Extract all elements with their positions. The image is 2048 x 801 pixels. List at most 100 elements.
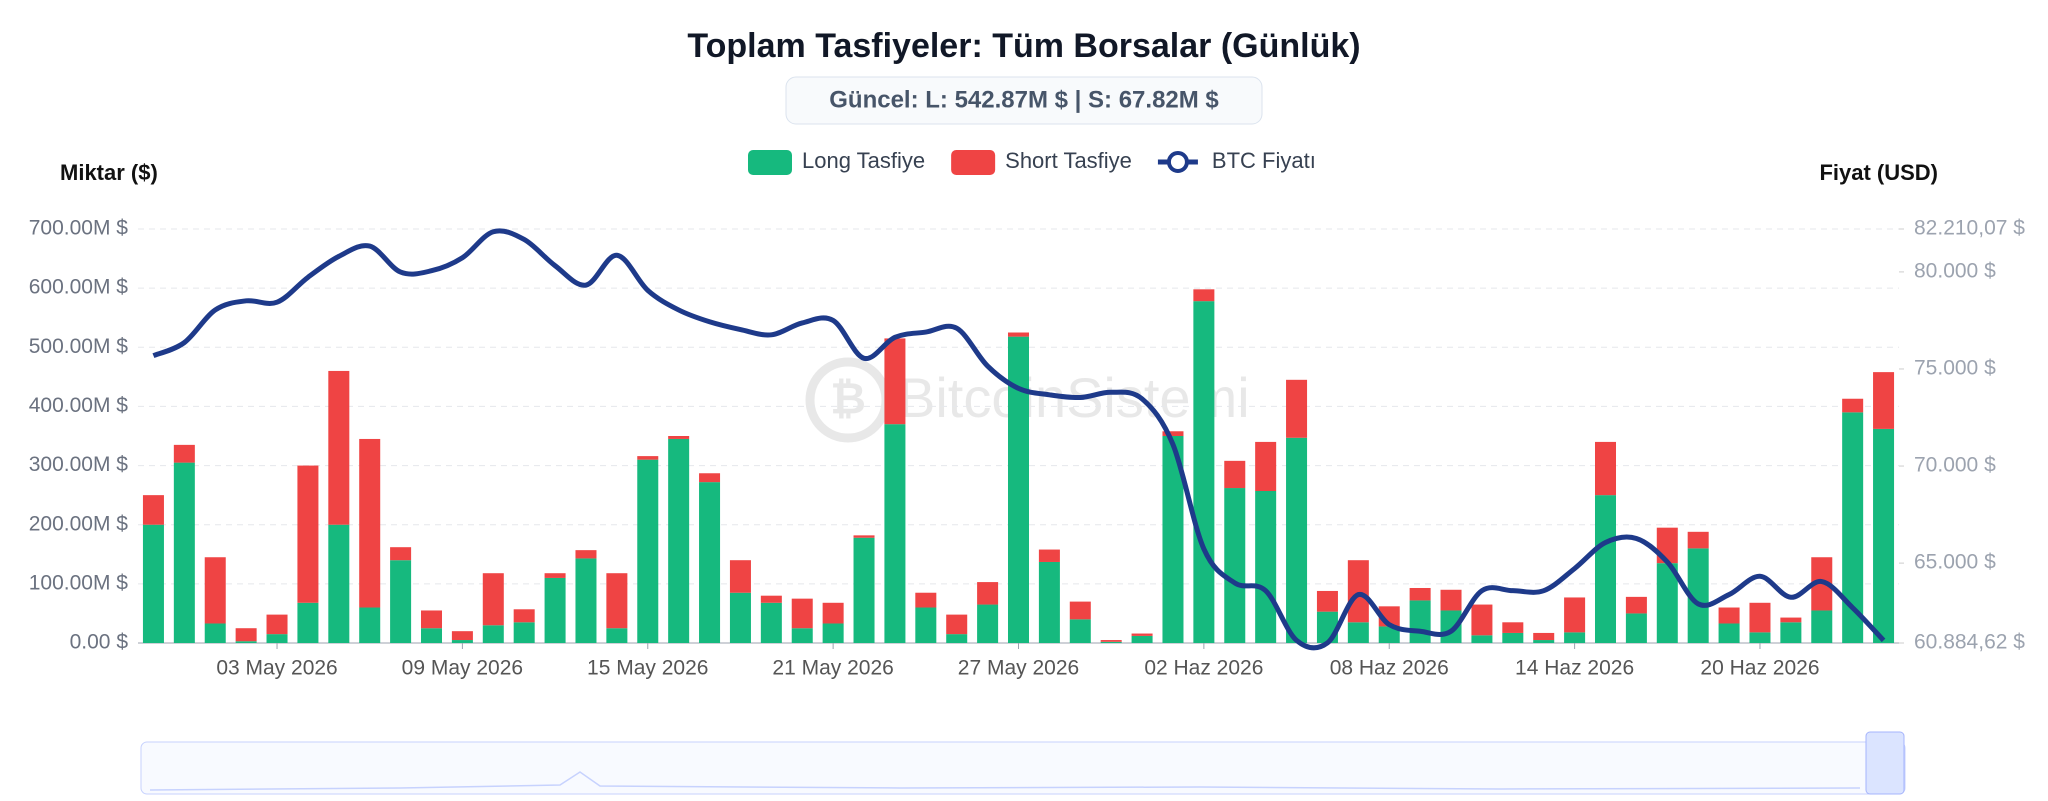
bar-segment <box>359 438 381 608</box>
bar-segment <box>760 602 782 643</box>
bar-segment <box>1780 617 1802 623</box>
bar-segment <box>513 622 535 643</box>
bar-segment <box>1749 632 1771 643</box>
y2-tick-label: 80.000 $ <box>1914 259 1996 282</box>
y-tick-label: 100.00M $ <box>29 571 129 594</box>
bar-segment <box>915 592 937 608</box>
bar-segment <box>699 482 721 643</box>
bar-segment <box>173 462 195 643</box>
bar-segment <box>791 628 813 643</box>
legend-marker <box>1166 151 1189 173</box>
bar-segment <box>204 557 226 624</box>
bar-segment <box>204 623 226 643</box>
bar-segment <box>699 473 721 483</box>
x-tick-label: 15 May 2026 <box>587 657 708 680</box>
bar-segment <box>1131 633 1153 636</box>
bar-segment <box>1811 610 1833 643</box>
y2-tick-label: 60.884,62 $ <box>1914 631 2025 654</box>
navigator-handle[interactable] <box>1865 731 1905 795</box>
bar-segment <box>328 370 350 525</box>
x-tick-label: 27 May 2026 <box>958 657 1079 680</box>
y-tick-label: 0.00 $ <box>70 631 129 654</box>
y-tick-label: 300.00M $ <box>29 453 129 476</box>
y2-tick-label: 82.210,07 $ <box>1914 217 2025 240</box>
bar-segment <box>1255 441 1277 492</box>
bar-segment <box>1409 587 1431 601</box>
bar-segment <box>1069 619 1091 643</box>
bar-segment <box>1007 332 1030 337</box>
bar-segment <box>1038 549 1060 562</box>
bar-segment <box>1224 488 1246 643</box>
bar-segment <box>884 338 906 425</box>
bar-segment <box>668 438 690 643</box>
bar-segment <box>1255 491 1277 643</box>
bar-segment <box>1471 604 1493 636</box>
legend-label: BTC Fiyatı <box>1212 148 1316 173</box>
bar-segment <box>729 592 751 643</box>
bar-segment <box>1625 613 1647 643</box>
bar-segment <box>1440 589 1462 611</box>
bar-segment <box>853 535 875 538</box>
watermark: ₿ BitcoinSistemi <box>805 357 1250 443</box>
y-tick-label: 600.00M $ <box>29 276 129 299</box>
bar-segment <box>946 614 968 635</box>
bar-segment <box>173 444 195 463</box>
bar-segment <box>977 604 999 643</box>
bar-segment <box>1502 622 1524 633</box>
bar-segment <box>1069 601 1091 620</box>
bar-segment <box>1594 441 1617 496</box>
bar-segment <box>235 641 257 643</box>
bar-segment <box>977 582 999 605</box>
navigator[interactable] <box>140 741 1906 795</box>
y2-axis-title: Fiyat (USD) <box>1819 160 1938 185</box>
bar-segment <box>915 607 937 643</box>
bar-segment <box>266 634 288 643</box>
y2-tick-label: 65.000 $ <box>1914 551 1996 574</box>
bar-segment <box>946 634 968 643</box>
navigator-preview <box>149 771 1861 791</box>
bar-segment <box>884 424 906 643</box>
y2-tick-label: 75.000 $ <box>1914 357 1996 380</box>
bar-segment <box>1502 632 1524 643</box>
x-tick-label: 21 May 2026 <box>772 657 893 680</box>
legend-label: Long Tasfiye <box>802 148 925 173</box>
bar-segment <box>760 595 782 603</box>
bar-segment <box>1007 336 1030 643</box>
bar-segment <box>266 614 288 635</box>
bar-segment <box>297 602 319 643</box>
y2-tick-label: 70.000 $ <box>1914 454 1996 477</box>
x-tick-label: 09 May 2026 <box>402 657 523 680</box>
y-tick-label: 700.00M $ <box>29 217 129 240</box>
x-tick-label: 14 Haz 2026 <box>1515 657 1634 680</box>
bar-segment <box>575 558 597 643</box>
bar-segment <box>1594 495 1617 643</box>
bar-segment <box>1718 607 1740 624</box>
bar-segment <box>1625 596 1647 614</box>
bar-segment <box>637 456 659 460</box>
bar-segment <box>791 598 813 629</box>
y-tick-label: 200.00M $ <box>29 512 129 535</box>
bar-segment <box>606 628 628 643</box>
bar-segment <box>390 547 412 561</box>
bar-segment <box>451 631 473 641</box>
bar-segment <box>1286 379 1308 438</box>
bar-segment <box>1842 398 1864 413</box>
bar-segment <box>853 537 875 643</box>
bar-segment <box>1564 632 1586 643</box>
bar-segment <box>668 436 690 439</box>
bar-segment <box>1471 635 1493 643</box>
x-tick-label: 03 May 2026 <box>216 657 337 680</box>
chart-title: Toplam Tasfiyeler: Tüm Borsalar (Günlük) <box>687 27 1360 65</box>
bar-segment <box>1162 436 1184 643</box>
bar-segment <box>606 573 628 629</box>
bar-segment <box>1780 622 1802 643</box>
bar-segment <box>1687 531 1709 549</box>
bar-segment <box>420 610 443 629</box>
legend-swatch <box>951 150 996 175</box>
bar-segment <box>1347 560 1369 623</box>
price-line <box>152 228 1886 651</box>
bar-segment <box>390 560 412 643</box>
bar-segment <box>1533 640 1555 643</box>
bar-segment <box>297 465 319 603</box>
bar-segment <box>1100 641 1122 643</box>
